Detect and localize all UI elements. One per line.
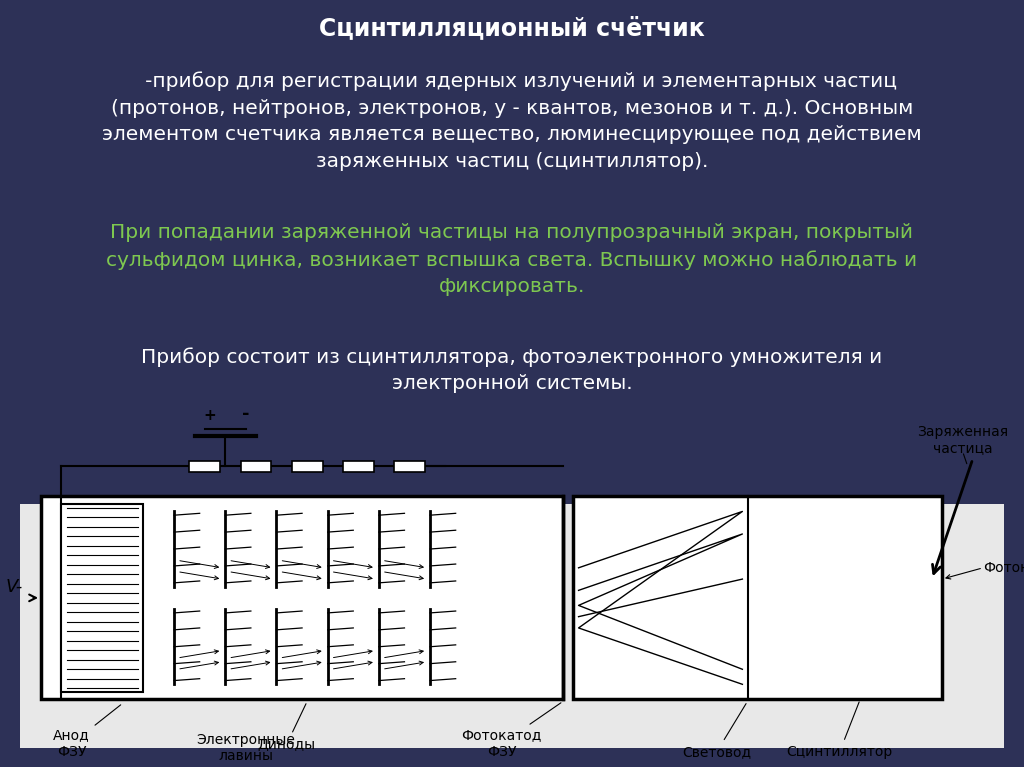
Text: Фотокатод
ФЗУ: Фотокатод ФЗУ [462,703,561,759]
Text: Электронные
лавины: Электронные лавины [197,733,295,763]
Text: Прибор состоит из сцинтиллятора, фотоэлектронного умножителя и
электронной систе: Прибор состоит из сцинтиллятора, фотоэле… [141,347,883,393]
Bar [343,461,374,472]
Bar [41,496,563,700]
Text: При попадании заряженной частицы на полупрозрачный экран, покрытый
сульфидом цин: При попадании заряженной частицы на полу… [106,223,918,296]
Text: -прибор для регистрации ядерных излучений и элементарных частиц
(протонов, нейтр: -прибор для регистрации ядерных излучени… [102,72,922,171]
Text: +: + [204,408,216,423]
Text: Анод
ФЗУ: Анод ФЗУ [53,705,121,759]
Text: Диноды: Диноды [258,704,315,751]
Text: Сцинтилляционный счётчик: Сцинтилляционный счётчик [319,16,705,40]
Bar [394,461,425,472]
Text: V-: V- [5,578,23,596]
Text: Световод: Световод [682,703,752,759]
Text: -: - [242,405,250,423]
Bar [241,461,271,472]
Bar [189,461,220,472]
Bar [61,504,143,692]
Text: Фотоны: Фотоны [983,561,1024,574]
Bar [573,496,942,700]
Bar [20,504,1004,749]
Text: Сцинтиллятор: Сцинтиллятор [786,702,893,759]
Text: Заряженная
частица: Заряженная частица [918,425,1008,455]
Bar [292,461,323,472]
